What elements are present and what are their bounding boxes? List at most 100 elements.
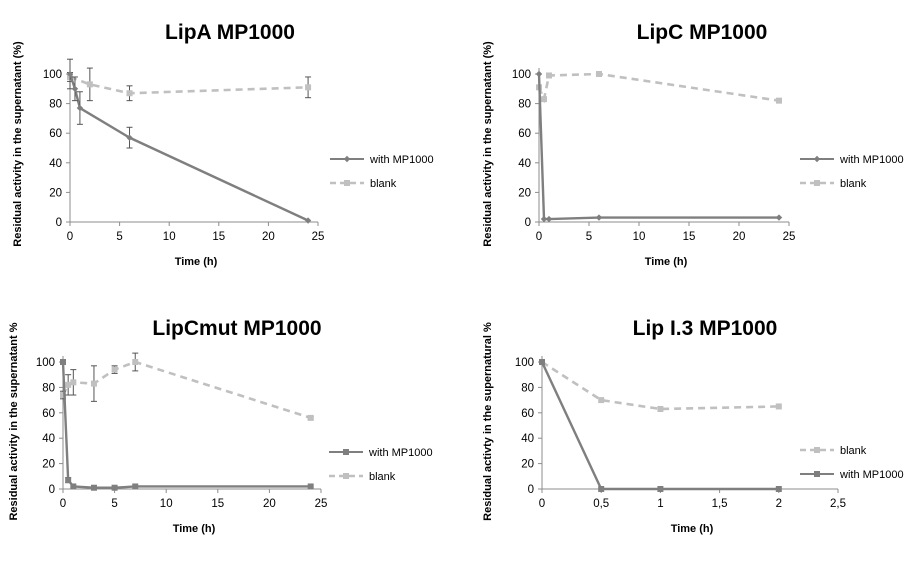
y-tick-label: 60 — [521, 408, 534, 420]
legend-label: with MP1000 — [369, 154, 434, 166]
legend-marker — [343, 155, 351, 163]
data-point — [775, 486, 782, 492]
legend-marker — [814, 447, 820, 453]
legend-marker — [344, 180, 350, 186]
data-point — [598, 397, 605, 404]
data-point — [596, 71, 602, 77]
y-tick-label: 100 — [36, 357, 55, 369]
y-tick-label: 20 — [49, 187, 62, 199]
data-point — [60, 392, 66, 399]
series-line — [541, 360, 779, 411]
series-line — [540, 361, 779, 491]
data-point — [70, 483, 77, 490]
data-point — [545, 215, 553, 223]
x-tick-label: 2,5 — [830, 498, 846, 510]
data-point — [126, 134, 133, 141]
legend-label: blank — [840, 445, 867, 457]
data-point — [65, 477, 72, 484]
legend-label: with MP1000 — [368, 447, 433, 459]
x-tick-label: 0 — [60, 498, 66, 510]
data-point — [111, 366, 118, 373]
x-tick-label: 5 — [586, 231, 592, 243]
legend-label: blank — [369, 471, 396, 483]
y-tick-label: 60 — [42, 408, 55, 420]
x-tick-label: 20 — [263, 498, 276, 510]
series-with-mp1000 — [535, 70, 783, 223]
y-axis-label: Residual activty in the supernatural % — [482, 322, 494, 521]
data-point — [70, 379, 77, 386]
chart-panel-4: Lip I.3 MP1000 0 20 40 60 80 100 0 0,5 1 1,5 2 2,5 Ti… — [482, 317, 904, 535]
data-point — [595, 214, 603, 221]
series-line — [61, 361, 311, 489]
y-tick-label: 60 — [518, 128, 531, 140]
data-point — [657, 486, 664, 492]
chart-panel-3: LipCmut MP1000 0 20 40 60 80 100 0 5 10 15 20 25 Time… — [8, 317, 433, 535]
series-line — [68, 73, 309, 222]
y-tick-label: 80 — [49, 99, 62, 111]
data-point — [132, 483, 139, 490]
x-tick-label: 0 — [536, 231, 542, 243]
legend: with MP1000 blank — [330, 154, 434, 190]
data-point — [305, 84, 312, 91]
x-axis-label: Time (h) — [173, 523, 216, 535]
series-line — [69, 75, 309, 95]
x-tick-label: 5 — [116, 231, 122, 243]
x-tick-label: 20 — [733, 231, 746, 243]
y-tick-label: 20 — [42, 459, 55, 471]
y-tick-label: 40 — [521, 433, 534, 445]
data-point — [535, 70, 543, 78]
x-axis-label: Time (h) — [175, 256, 218, 268]
data-point — [76, 104, 84, 112]
x-tick-label: 0 — [67, 231, 73, 243]
x-tick-label: 25 — [315, 498, 328, 510]
x-tick-label: 20 — [262, 231, 275, 243]
y-tick-label: 80 — [521, 382, 534, 394]
x-tick-label: 5 — [111, 498, 117, 510]
x-tick-label: 10 — [160, 498, 173, 510]
legend-marker — [814, 471, 820, 477]
y-tick-label: 60 — [49, 128, 62, 140]
series-line — [537, 72, 780, 104]
y-tick-label: 80 — [518, 99, 531, 111]
chart-title: LipA MP1000 — [165, 21, 295, 44]
y-axis-label: Residual activity in the supernatant (%) — [482, 41, 494, 247]
data-point — [90, 484, 97, 491]
data-point — [60, 359, 66, 365]
data-point — [776, 97, 782, 104]
series-with-mp1000 — [539, 359, 782, 492]
legend-label: with MP1000 — [839, 469, 904, 481]
legend: with MP1000 blank — [800, 154, 904, 190]
x-tick-label: 0 — [539, 498, 545, 510]
legend-marker — [343, 473, 349, 479]
series-blank — [60, 352, 314, 421]
chart-panel-2: LipC MP1000 0 20 40 60 80 100 0 5 10 15 20 25 Time (h… — [482, 21, 904, 268]
data-point — [66, 70, 74, 78]
y-tick-label: 100 — [512, 69, 531, 81]
data-point — [546, 72, 552, 79]
series-blank — [536, 71, 782, 104]
data-point — [90, 380, 97, 387]
y-tick-label: 0 — [56, 217, 62, 229]
data-point — [775, 214, 783, 221]
x-axis-label: Time (h) — [671, 523, 714, 535]
legend-marker — [813, 155, 821, 163]
data-point — [71, 85, 79, 92]
x-tick-label: 2 — [776, 498, 782, 510]
y-tick-label: 20 — [521, 459, 534, 471]
legend: blank with MP1000 — [800, 445, 904, 481]
data-point — [111, 484, 118, 491]
x-tick-label: 0,5 — [593, 498, 609, 510]
series-with-mp1000 — [66, 58, 312, 224]
legend-label: with MP1000 — [839, 154, 904, 166]
data-point — [307, 483, 314, 490]
x-tick-label: 15 — [212, 231, 225, 243]
x-tick-label: 15 — [683, 231, 696, 243]
y-tick-label: 0 — [528, 484, 534, 496]
x-tick-label: 1,5 — [712, 498, 728, 510]
y-tick-label: 40 — [42, 433, 55, 445]
series-blank — [67, 67, 312, 102]
data-point — [126, 90, 133, 97]
data-point — [541, 96, 547, 103]
chart-panel-1: LipA MP1000 0 20 40 60 80 100 0 5 10 15 20 25 Time (h… — [12, 21, 434, 268]
